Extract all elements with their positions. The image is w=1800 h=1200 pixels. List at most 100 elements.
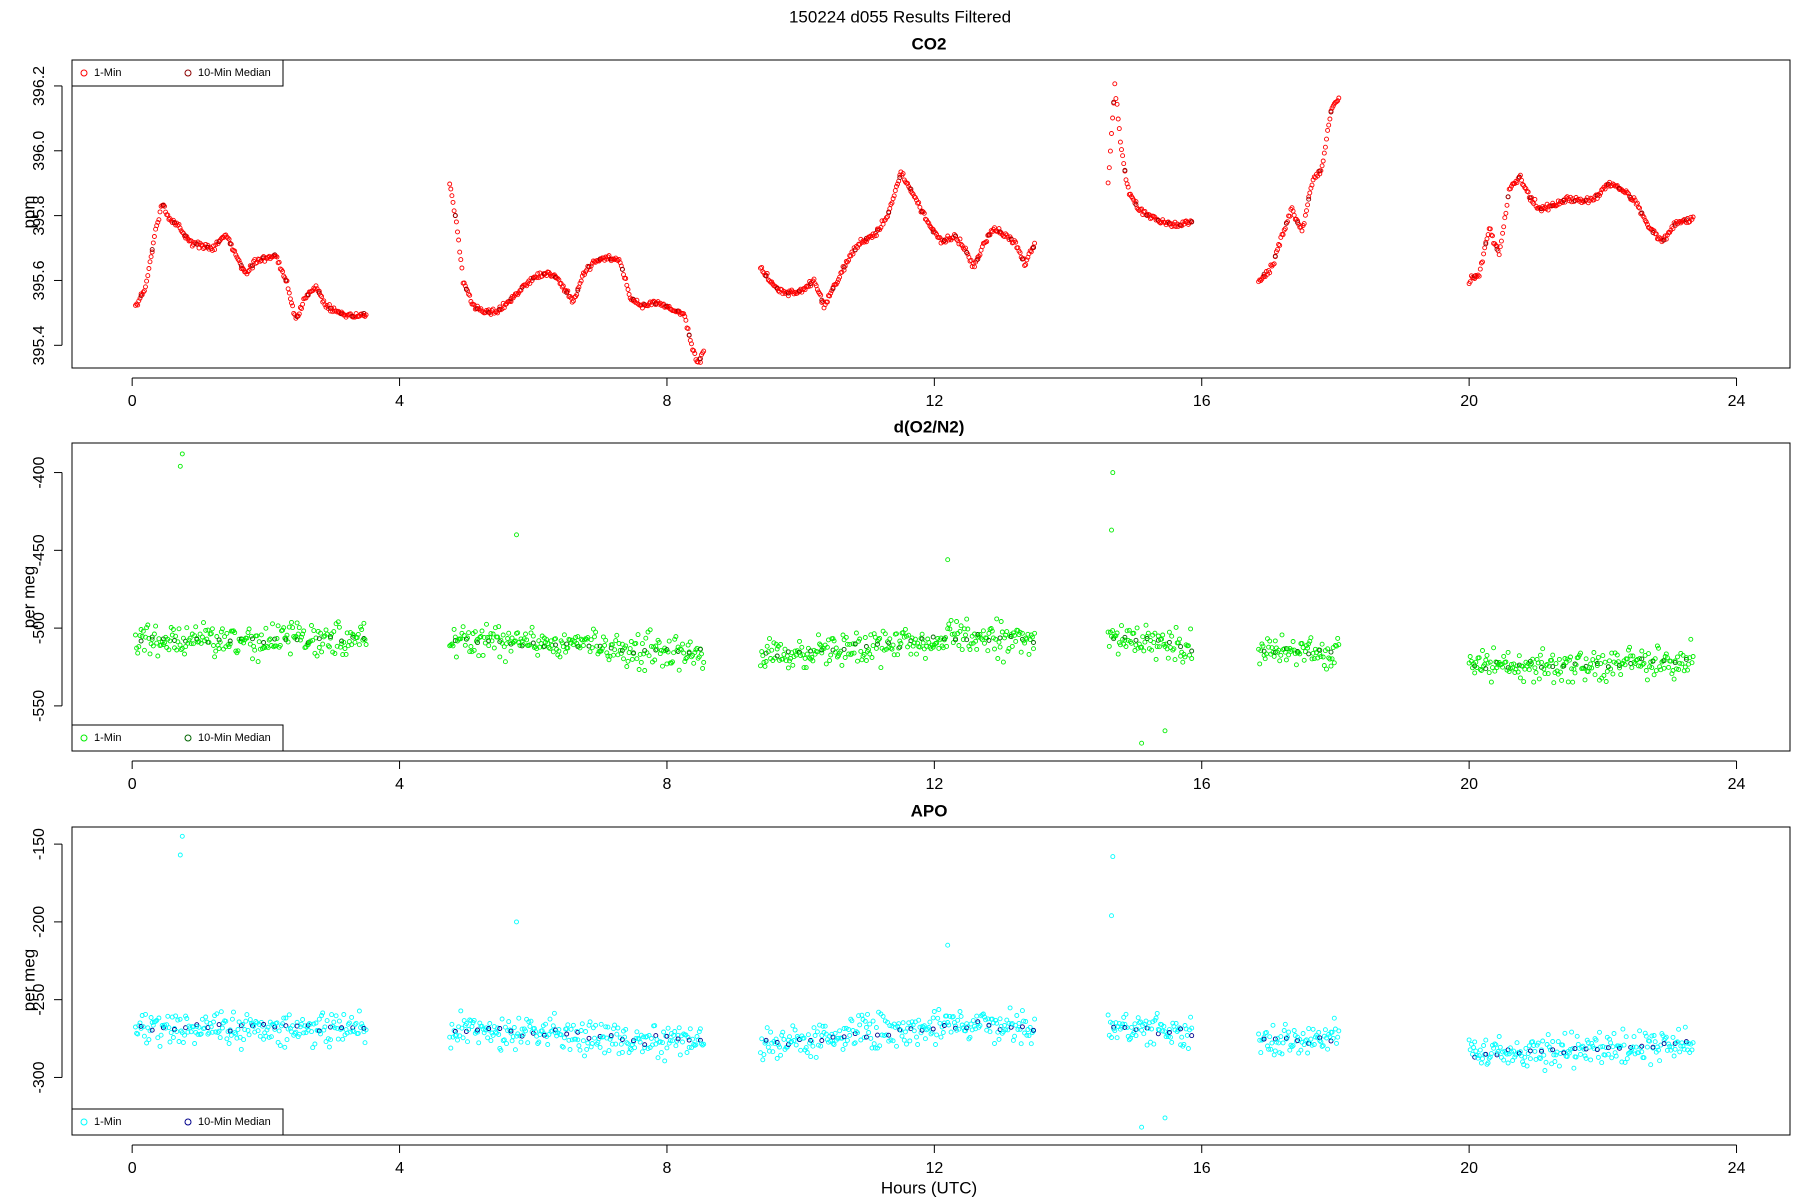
point-1min [870,643,876,649]
point-1min [1629,665,1635,671]
point-1min [254,633,260,639]
point-1min [797,638,802,644]
point-1min [149,249,155,255]
point-1min [605,1024,611,1030]
point-1min [1664,1047,1670,1053]
point-1min [1107,148,1113,154]
point-10min-median [763,1037,769,1043]
point-1min [1151,640,1157,646]
point-1min [462,642,468,648]
point-1min [144,1040,150,1046]
point-1min [1631,1034,1637,1040]
point-1min [1257,661,1263,667]
point-10min-median [819,1038,825,1043]
point-1min [1494,665,1500,670]
point-1min [1657,235,1663,241]
point-1min [1276,647,1282,653]
panel-title-co2: CO2 [912,34,947,53]
point-1min [569,1037,575,1043]
point-1min [1663,236,1669,242]
point-1min [174,647,180,653]
point-1min [881,1033,887,1038]
point-1min [1269,1040,1275,1046]
point-1min [945,1020,951,1025]
point-1min [1187,652,1192,658]
point-10min-median [1572,661,1578,667]
point-1min [662,1058,668,1064]
axis-ticks-apo: 0 4 8 12 16 20 24-300-250-200-150 [31,828,1745,1177]
point-1min [290,625,296,631]
point-1min [859,1012,865,1018]
point-1min [313,1020,319,1026]
point-1min [236,258,242,264]
point-10min-median [1328,1038,1334,1044]
point-1min [501,305,507,311]
point-1min [992,646,997,652]
point-1min [476,1040,482,1046]
point-1min [920,1024,926,1030]
point-1min [467,649,473,655]
point-1min [1320,158,1326,164]
point-1min [960,1025,966,1031]
point-1min [476,653,482,659]
point-10min-median [1178,1026,1184,1032]
point-1min [982,640,987,646]
point-1min [1260,643,1266,649]
point-1min [1587,1044,1592,1050]
point-1min [1280,232,1286,238]
point-1min-outlier [1139,740,1145,746]
point-10min-median [597,1033,603,1039]
point-10min-median [1527,1048,1533,1054]
point-1min [868,1035,874,1041]
point-1min [822,1023,828,1029]
point-1min [1305,1050,1311,1056]
point-1min [700,665,706,671]
point-1min [1156,644,1162,650]
point-1min [1598,661,1604,667]
point-1min [1690,1040,1696,1046]
point-1min [1267,638,1273,644]
point-1min [820,1023,826,1029]
point-1min [509,294,515,300]
point-1min [1583,1055,1589,1061]
point-1min [1595,1054,1601,1060]
point-10min-median [1189,219,1195,225]
point-1min [672,636,678,642]
point-1min [155,219,161,225]
point-10min-median [1483,241,1489,247]
point-1min [198,1031,204,1037]
point-1min [994,616,1000,622]
point-10min-median [1031,1027,1036,1033]
point-1min [1032,240,1038,246]
point-1min [538,641,544,646]
point-1min [656,639,662,645]
point-1min [1556,1063,1562,1069]
point-1min [1487,226,1493,232]
point-1min [300,301,306,307]
point-1min [638,302,644,308]
point-10min-median [283,1023,289,1029]
point-1min [324,1018,330,1024]
point-1min [523,631,528,637]
point-1min [892,188,898,194]
point-1min [841,1026,847,1031]
point-1min [458,636,464,642]
point-1min [1628,653,1634,659]
point-1min [232,630,238,636]
point-1min [941,1020,947,1026]
point-1min [863,658,869,663]
point-1min [183,1013,189,1019]
point-1min [1637,1028,1643,1034]
point-1min [782,290,788,296]
y-tick-label: 395.6 [31,260,48,300]
x-tick-label: 24 [1728,776,1746,793]
point-1min [1006,1020,1012,1026]
point-1min [1477,266,1483,272]
point-1min [353,1020,359,1026]
point-1min [1611,1031,1617,1036]
point-1min [1005,648,1011,654]
point-1min [1584,1037,1590,1043]
point-1min [635,1035,641,1041]
point-1min [672,1029,678,1034]
point-1min [225,235,231,241]
